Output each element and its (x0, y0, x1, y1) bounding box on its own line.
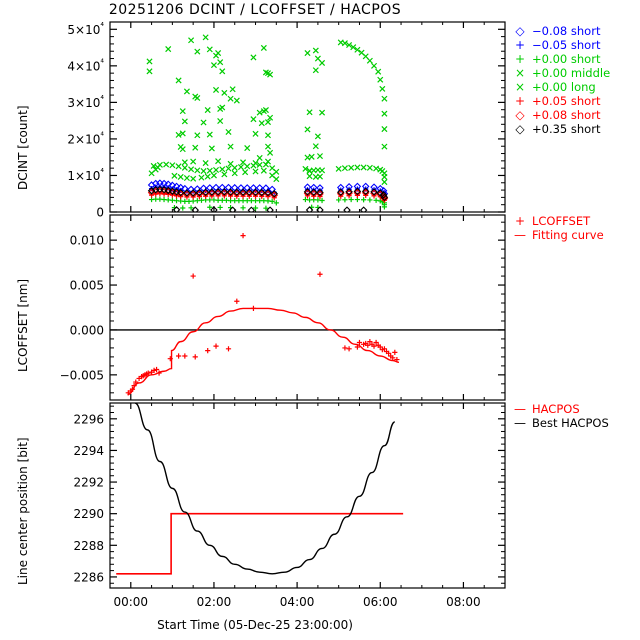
y-tick-label: 2×10⁴ (67, 131, 104, 146)
legend-symbol-icon: + (514, 52, 526, 66)
legend-label: +0.00 middle (532, 66, 611, 80)
legend-symbol-icon: + (514, 38, 526, 52)
legend-symbol-icon: × (514, 66, 526, 80)
legend-label: HACPOS (532, 402, 580, 416)
y-tick-label: 5×10⁴ (67, 22, 104, 37)
legend-symbol-icon: — (514, 416, 526, 430)
series-layer (125, 233, 400, 396)
legend-entry: × +0.00 long (512, 80, 610, 94)
legend-symbol-icon: ◇ (515, 122, 525, 136)
y-tick-label: 2296 (73, 412, 104, 426)
legend-entry: + LCOFFSET (512, 214, 604, 228)
legend-label: +0.00 long (532, 80, 596, 94)
legend-label: −0.08 short (532, 24, 601, 38)
legend-entry: — HACPOS (512, 402, 609, 416)
panel3-legend: — HACPOS — Best HACPOS (512, 402, 609, 430)
legend-entry: — Best HACPOS (512, 416, 609, 430)
y-tick-label: 0.005 (70, 279, 104, 293)
legend-entry: ◇ +0.08 short (512, 108, 610, 122)
x-tick-label: 02:00 (197, 595, 232, 609)
legend-entry: ◇ −0.08 short (512, 24, 610, 38)
panel2-legend: + LCOFFSET — Fitting curve (512, 214, 604, 242)
page-title: 20251206 DCINT / LCOFFSET / HACPOS (108, 2, 402, 18)
legend-label: +0.00 short (532, 52, 601, 66)
y-tick-label: 0 (96, 206, 104, 220)
x-tick-label: 00:00 (113, 595, 148, 609)
legend-label: +0.08 short (532, 108, 601, 122)
legend-entry: + +0.05 short (512, 94, 610, 108)
panel1-legend: ◇ −0.08 short + −0.05 short + +0.00 short × +0.… (512, 24, 610, 136)
legend-label: Fitting curve (532, 228, 604, 242)
y-tick-label: 2286 (73, 570, 104, 584)
x-tick-label: 06:00 (363, 595, 398, 609)
legend-entry: + +0.00 short (512, 52, 610, 66)
y-tick-label: 3×10⁴ (67, 95, 104, 110)
x-tick-label: 04:00 (280, 595, 315, 609)
legend-entry: ◇ +0.35 short (512, 122, 610, 136)
y-tick-label: 2290 (73, 507, 104, 521)
y-tick-label: 0.010 (70, 234, 104, 248)
series-layer (116, 403, 404, 575)
y-tick-label: 1×10⁴ (67, 168, 104, 183)
legend-entry: + −0.05 short (512, 38, 610, 52)
legend-entry: — Fitting curve (512, 228, 604, 242)
legend-symbol-icon: + (514, 214, 526, 228)
legend-symbol-icon: — (514, 402, 526, 416)
legend-symbol-icon: — (514, 228, 526, 242)
series-layer (146, 34, 389, 212)
legend-symbol-icon: + (514, 94, 526, 108)
legend-label: +0.35 short (532, 122, 601, 136)
legend-label: Best HACPOS (532, 416, 609, 430)
legend-label: −0.05 short (532, 38, 601, 52)
legend-symbol-icon: × (514, 80, 526, 94)
y-tick-label: 2288 (73, 539, 104, 553)
y-tick-label: 2292 (73, 476, 104, 490)
legend-label: +0.05 short (532, 94, 601, 108)
y-tick-label: 0.000 (70, 323, 104, 337)
y-tick-label: −0.005 (60, 368, 104, 382)
x-axis-label: Start Time (05-Dec-25 23:00:00) (157, 618, 353, 632)
legend-label: LCOFFSET (532, 214, 591, 228)
y-tick-label: 4×10⁴ (67, 58, 104, 73)
y-tick-label: 2294 (73, 444, 104, 458)
legend-entry: × +0.00 middle (512, 66, 610, 80)
legend-symbol-icon: ◇ (515, 24, 525, 38)
legend-symbol-icon: ◇ (515, 108, 525, 122)
x-tick-label: 08:00 (446, 595, 481, 609)
